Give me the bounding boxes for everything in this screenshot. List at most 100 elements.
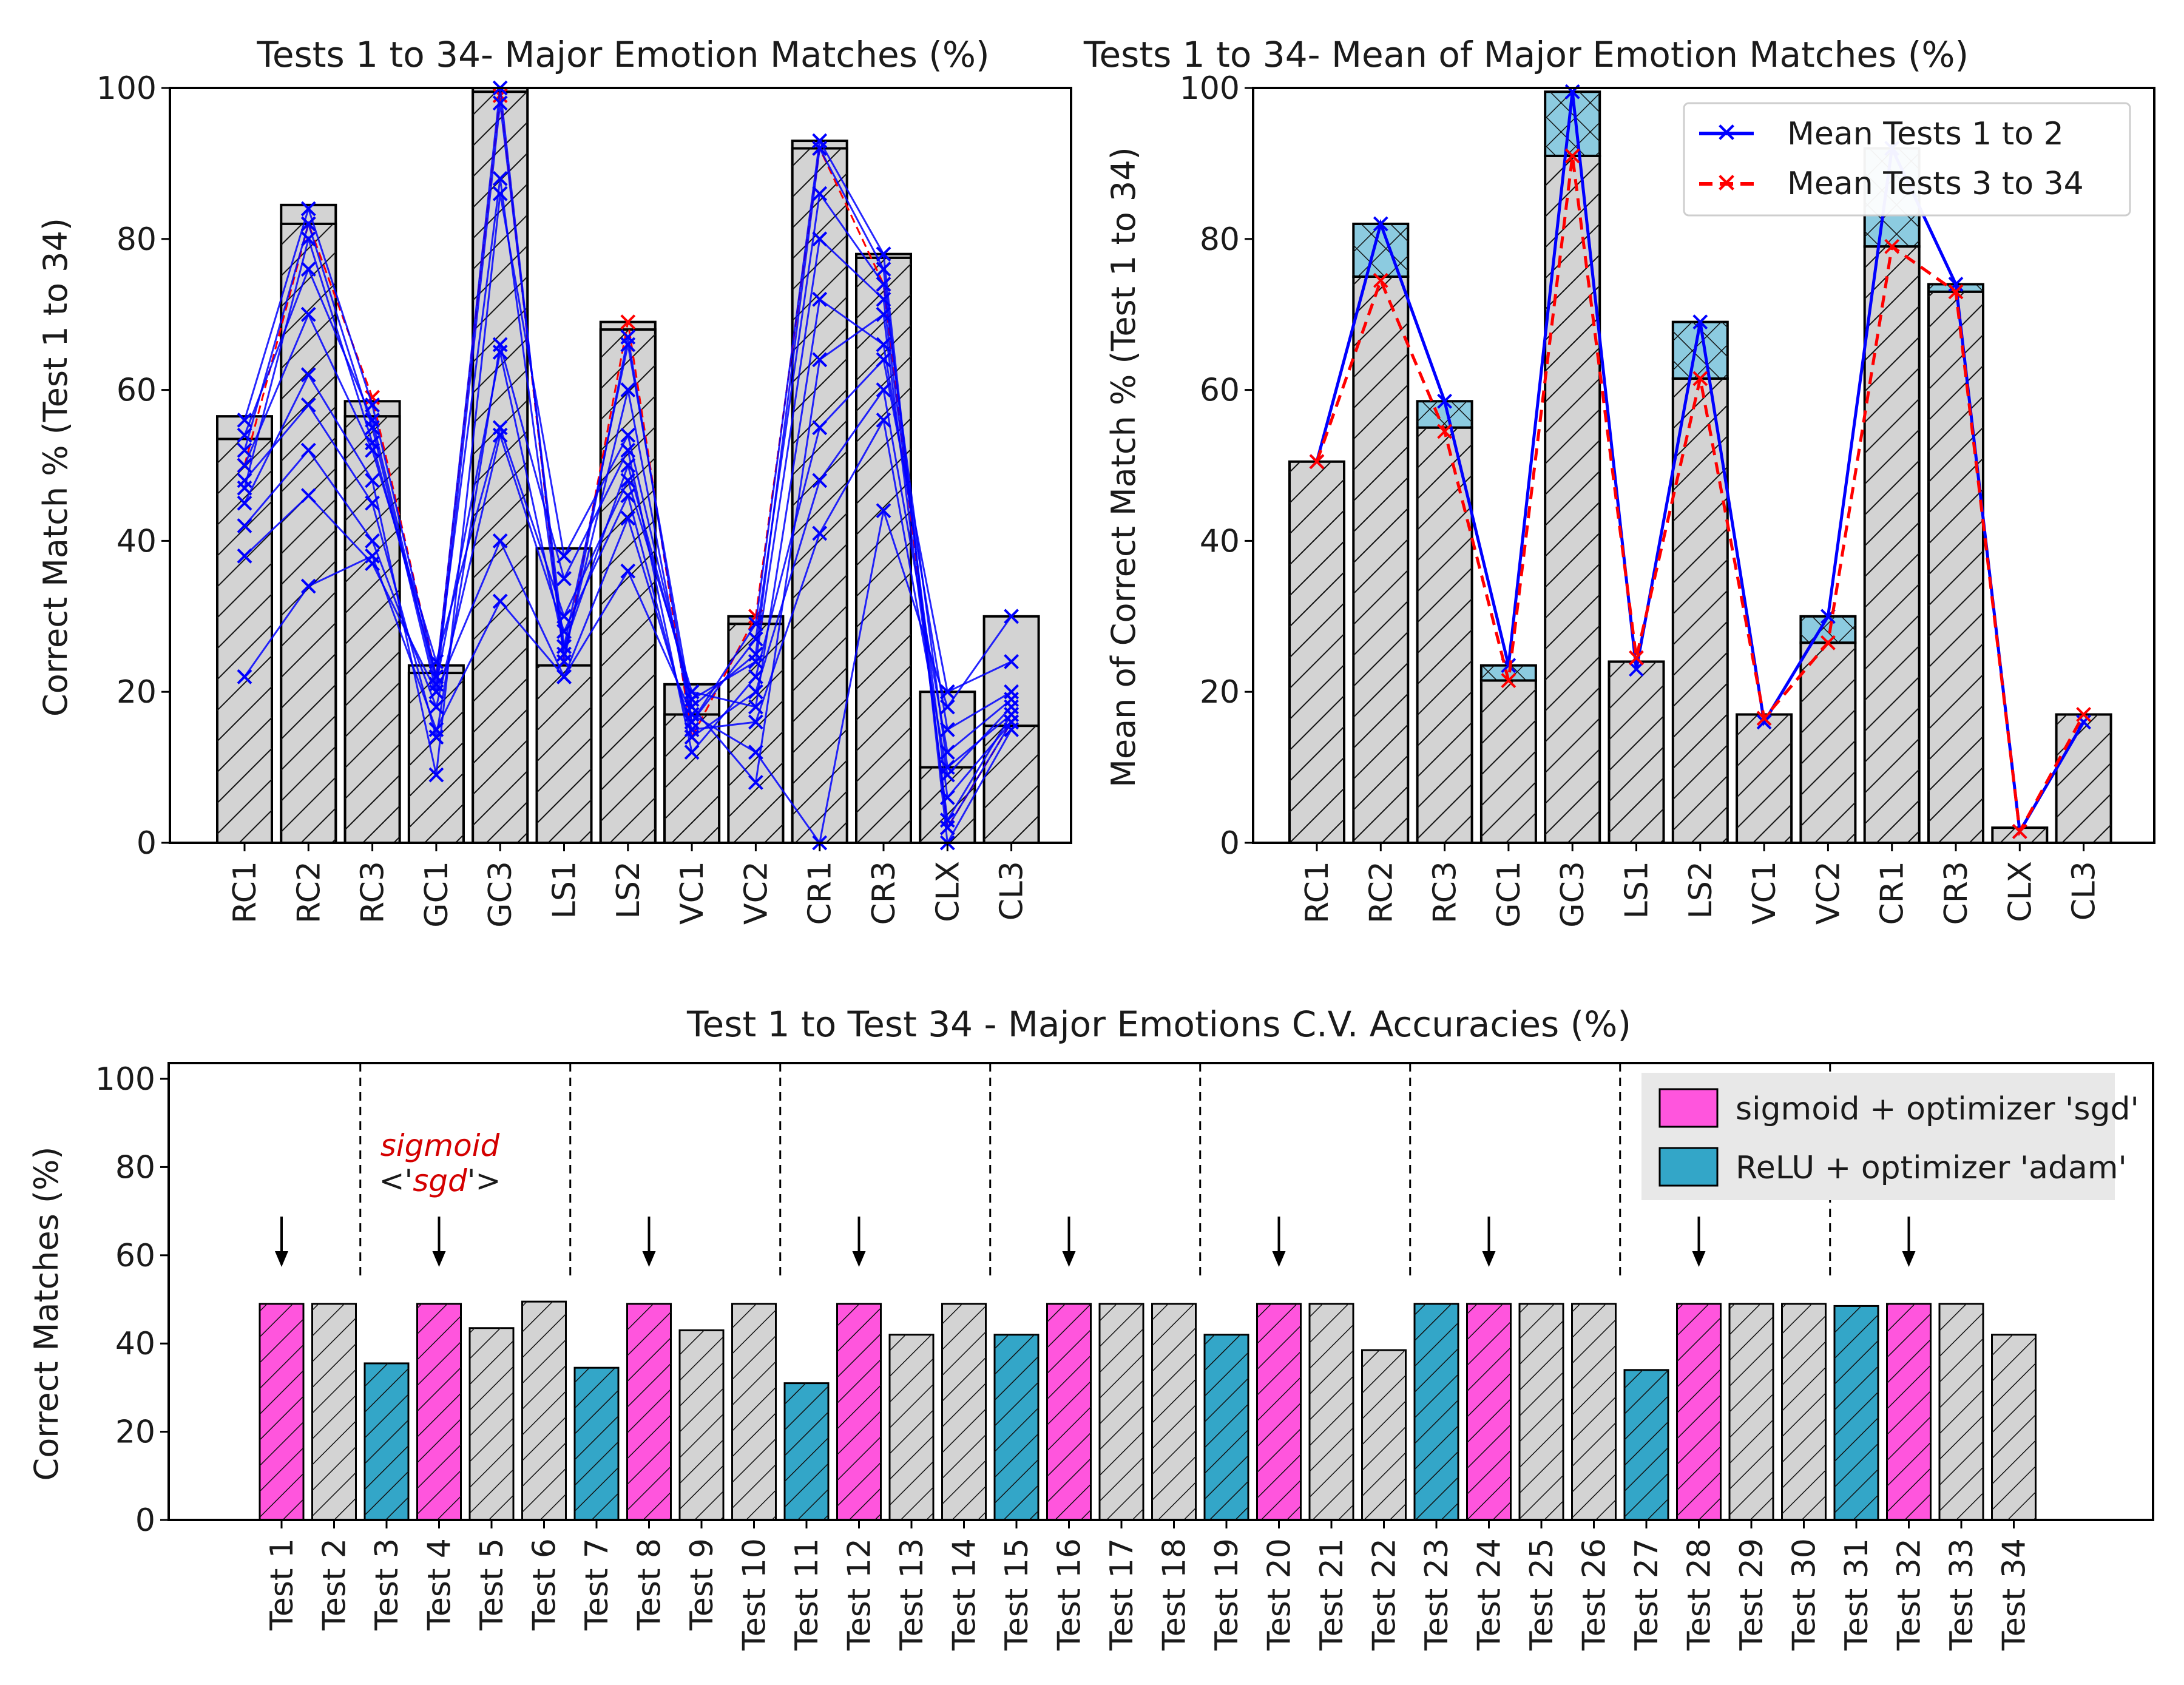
- x-tick-label: Test 23: [1419, 1538, 1455, 1651]
- bar-hatch: [1864, 246, 1919, 843]
- series-marker-blue: [812, 231, 828, 247]
- y-tick-label: 40: [115, 1326, 155, 1362]
- legend-label-sgd: sigmoid + optimizer 'sgd': [1736, 1091, 2139, 1127]
- bar-hatch: [1152, 1303, 1196, 1520]
- bar-hatch: [600, 329, 655, 843]
- bar-hatch: [837, 1303, 881, 1520]
- down-arrowhead-icon: [1692, 1251, 1706, 1267]
- chart2-bars: [1288, 90, 2112, 845]
- series-marker-blue: [237, 669, 252, 684]
- series-marker-blue: [620, 563, 636, 579]
- series-marker-blue: [939, 789, 955, 805]
- series-marker-blue: [620, 427, 636, 443]
- annotation-sgd-post: '>: [467, 1163, 501, 1198]
- x-tick-label: Test 13: [894, 1538, 930, 1651]
- y-tick-label: 80: [115, 1149, 155, 1186]
- y-tick-label: 20: [117, 674, 157, 711]
- x-tick-label: VC2: [1810, 861, 1847, 925]
- mean-marker-red: [2012, 823, 2027, 839]
- bar-hatch: [942, 1303, 986, 1520]
- x-tick-label: VC1: [1746, 861, 1783, 925]
- series-marker-blue: [556, 548, 572, 564]
- series-marker-blue: [365, 556, 380, 572]
- series-marker-blue: [620, 337, 636, 353]
- mean-marker-red: [1309, 454, 1325, 470]
- series-marker-blue: [365, 412, 380, 428]
- series-marker-blue: [556, 669, 572, 684]
- x-tick-label: Test 12: [842, 1538, 878, 1651]
- x-tick-label: Test 11: [789, 1538, 825, 1651]
- bar-hatch: [1887, 1303, 1931, 1520]
- x-tick-label: Test 33: [1944, 1538, 1980, 1651]
- bar-hatch: [2056, 714, 2111, 843]
- y-tick-label: 20: [115, 1414, 155, 1451]
- series-marker-blue: [684, 714, 700, 730]
- chart1-y-label: Correct Match % (Test 1 to 34): [36, 218, 75, 717]
- x-tick-label: GC1: [1491, 861, 1527, 928]
- series-marker-blue: [1004, 684, 1019, 700]
- series-marker-blue: [748, 654, 763, 669]
- series-marker-blue: [492, 171, 508, 186]
- x-tick-label: CLX: [930, 861, 966, 922]
- bar-hatch: [1100, 1303, 1143, 1520]
- bar-hatch: [312, 1303, 356, 1520]
- bar-hatch: [1737, 714, 1792, 843]
- series-marker-blue: [300, 397, 316, 413]
- y-tick-label: 20: [1200, 674, 1240, 711]
- bar-hatch: [1624, 1369, 1668, 1520]
- mean-marker-red: [1756, 711, 1772, 726]
- bar-hatch: [995, 1334, 1038, 1520]
- series-marker-blue: [365, 473, 380, 488]
- x-tick-label: Test 9: [684, 1538, 720, 1631]
- x-tick-label: GC3: [1555, 861, 1591, 928]
- bar-hatch: [680, 1330, 723, 1520]
- series-marker-blue: [939, 684, 955, 700]
- series-marker-blue: [428, 767, 444, 783]
- chart-mean-major-emotion-matches: Tests 1 to 34- Mean of Major Emotion Mat…: [1083, 34, 2155, 928]
- bar-hatch: [856, 257, 911, 843]
- bar-hatch: [1467, 1303, 1511, 1520]
- bar-hatch: [1257, 1303, 1301, 1520]
- chart3-legend-box: [1641, 1073, 2115, 1200]
- series-marker-blue: [1004, 654, 1019, 669]
- x-tick-label: Test 1: [264, 1538, 300, 1631]
- bar-hatch: [1310, 1303, 1353, 1520]
- chart3-annotation: sigmoid <'sgd'>: [379, 1128, 501, 1198]
- bar-hatch: [785, 1383, 828, 1520]
- x-tick-label: CR3: [866, 861, 902, 925]
- chart2-title: Tests 1 to 34- Mean of Major Emotion Mat…: [1083, 34, 1969, 75]
- y-tick-label: 0: [1220, 825, 1240, 862]
- series-marker-blue: [365, 533, 380, 549]
- x-tick-label: Test 19: [1209, 1538, 1245, 1651]
- series-marker-blue: [1004, 609, 1019, 624]
- x-tick-label: GC3: [482, 861, 519, 928]
- chart3-legend: sigmoid + optimizer 'sgd' ReLU + optimiz…: [1641, 1073, 2139, 1200]
- mean-marker-blue: [1437, 393, 1453, 409]
- bar-hatch: [1290, 461, 1344, 843]
- series-marker-blue: [748, 775, 763, 790]
- y-tick-label: 0: [135, 1502, 155, 1539]
- bar-hatch: [1782, 1303, 1826, 1520]
- mean-marker-blue: [1692, 314, 1708, 330]
- down-arrowhead-icon: [275, 1251, 288, 1267]
- chart1-x-ticks: RC1 RC2 RC3 GC1 GC3 LS1 LS2 VC1 VC2 CR1 CR3 CLX CL3: [227, 843, 1030, 928]
- series-marker-blue: [748, 714, 763, 730]
- x-tick-label: Test 26: [1577, 1538, 1613, 1651]
- mean-marker-red: [1501, 673, 1516, 688]
- series-marker-blue: [812, 291, 828, 307]
- chart3-bars: [259, 1300, 2037, 1521]
- mean-marker-red: [1884, 238, 1900, 254]
- x-tick-label: Test 15: [999, 1538, 1035, 1651]
- bar-hatch: [281, 223, 336, 843]
- bar-hatch: [890, 1334, 933, 1520]
- x-tick-label: LS1: [547, 861, 583, 919]
- y-tick-label: 60: [117, 373, 157, 409]
- mean-marker-red: [1564, 148, 1580, 164]
- chart2-y-label: Mean of Correct Match % (Test 1 to 34): [1104, 147, 1143, 787]
- x-tick-label: RC1: [1299, 861, 1336, 924]
- annotation-sgd-mid: sgd: [413, 1163, 467, 1198]
- mean-marker-red: [1373, 272, 1388, 288]
- x-tick-label: Test 25: [1524, 1538, 1560, 1651]
- series-marker-blue: [620, 382, 636, 398]
- mean-marker-blue: [1629, 661, 1644, 677]
